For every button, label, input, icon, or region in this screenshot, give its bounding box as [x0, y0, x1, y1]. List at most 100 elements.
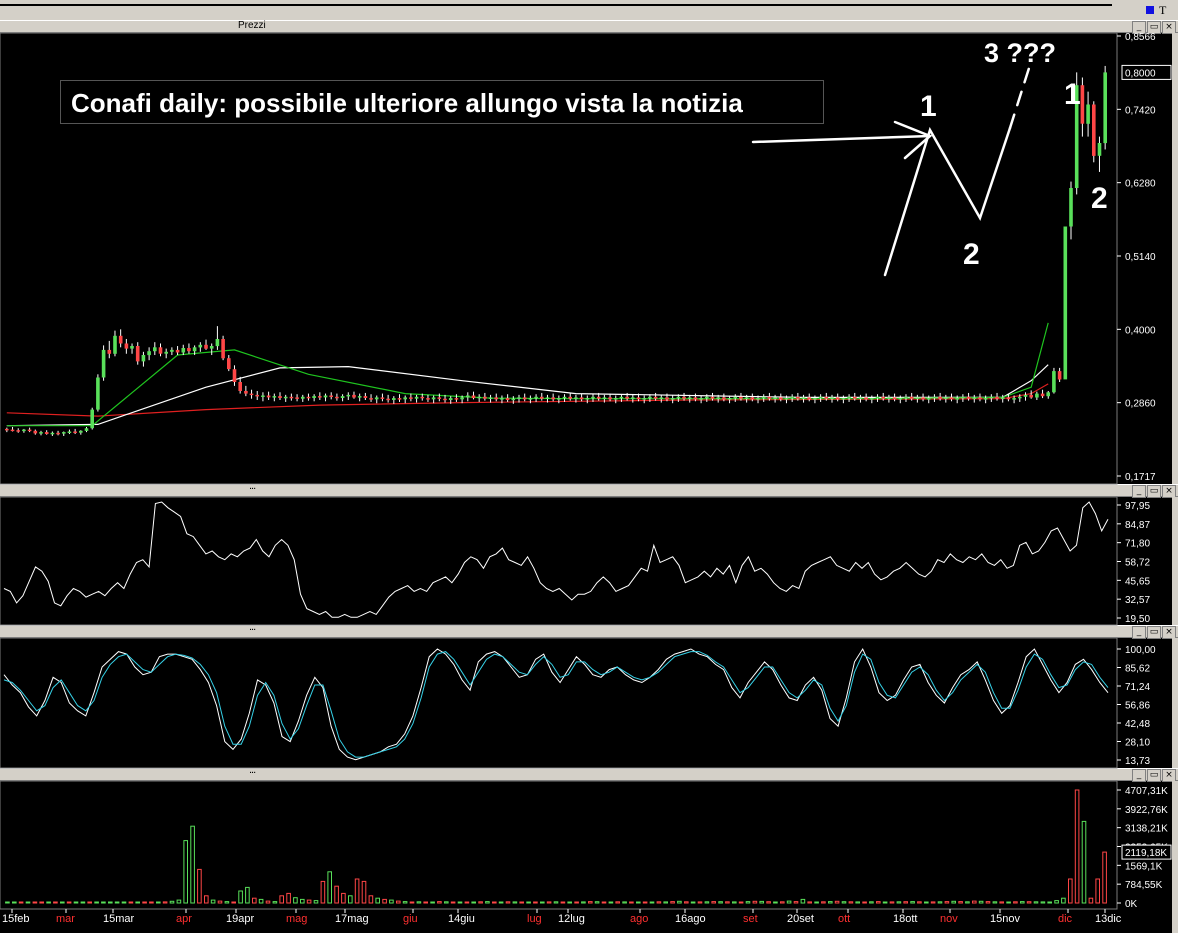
- volume-bar: [574, 901, 579, 904]
- candle-body: [352, 394, 356, 398]
- candle-body: [96, 377, 100, 410]
- restore-icon[interactable]: ▭: [1147, 626, 1161, 639]
- candle-body: [431, 397, 436, 400]
- y-tick-label: 0,4000: [1125, 325, 1156, 336]
- candle-body: [744, 397, 749, 399]
- volume-bar: [368, 895, 374, 904]
- close-icon[interactable]: ×: [1162, 21, 1176, 34]
- volume-bar: [94, 901, 99, 904]
- candle-body: [944, 397, 948, 399]
- volume-pane-scrollbar[interactable]: [1172, 781, 1178, 933]
- candle-body: [864, 397, 868, 400]
- volume-bar: [862, 901, 867, 904]
- volume-bar: [252, 897, 257, 904]
- x-axis-label: giu: [403, 913, 418, 925]
- candle-body: [5, 428, 9, 431]
- candle-body: [283, 396, 288, 399]
- volume-bar: [485, 901, 490, 904]
- candle-body: [1086, 104, 1090, 124]
- candle-body: [1012, 398, 1016, 400]
- stochastic-pane-scrollbar[interactable]: [1172, 638, 1178, 768]
- candle-body: [665, 397, 669, 400]
- volume-bar: [656, 901, 662, 904]
- volume-bar: [924, 901, 929, 904]
- moving-average-fast: [6, 322, 1049, 427]
- pane-drag-handle[interactable]: ...: [249, 621, 256, 633]
- candle-body: [522, 397, 527, 400]
- candle-body: [750, 397, 755, 400]
- volume-bar: [725, 901, 730, 904]
- pane-drag-handle[interactable]: ...: [249, 764, 256, 776]
- volume-bar: [834, 900, 840, 904]
- volume-bar: [1013, 901, 1018, 904]
- volume-bar: [224, 901, 230, 904]
- stochastic-d-line: [3, 651, 1109, 758]
- x-axis-label: ago: [630, 913, 648, 925]
- candle-body: [329, 395, 333, 397]
- candle-body: [909, 396, 914, 399]
- candle-body: [306, 396, 311, 399]
- volume-bar: [25, 901, 31, 904]
- candle-body: [534, 396, 538, 399]
- y-tick-label: 58,72: [1125, 558, 1150, 569]
- candle-body: [875, 396, 880, 399]
- minimize-icon[interactable]: _: [1132, 626, 1146, 639]
- candle-body: [124, 343, 129, 349]
- candle-body: [369, 398, 373, 400]
- pane-drag-handle[interactable]: ...: [249, 480, 256, 492]
- volume-bar: [265, 900, 271, 904]
- candle-body: [289, 396, 294, 399]
- candle-body: [847, 396, 851, 399]
- close-icon[interactable]: ×: [1162, 626, 1176, 639]
- restore-icon[interactable]: ▭: [1147, 769, 1161, 782]
- candle-body: [1000, 397, 1005, 399]
- candle-body: [409, 397, 413, 399]
- volume-bar: [588, 901, 593, 904]
- candle-body: [147, 351, 151, 356]
- oscillator-pane-scrollbar[interactable]: [1172, 497, 1178, 625]
- candle-body: [448, 398, 453, 400]
- close-icon[interactable]: ×: [1162, 769, 1176, 782]
- volume-bar: [985, 901, 991, 904]
- restore-icon[interactable]: ▭: [1147, 485, 1161, 498]
- minimize-icon[interactable]: _: [1132, 769, 1146, 782]
- candle-body: [255, 394, 259, 397]
- volume-bar: [615, 901, 621, 904]
- volume-bar: [361, 880, 367, 904]
- candle-body: [898, 398, 903, 400]
- candle-body: [301, 396, 305, 399]
- volume-bar: [135, 901, 140, 904]
- y-tick-label: 4707,31K: [1125, 786, 1168, 797]
- volume-bar: [951, 900, 957, 904]
- candle-body: [295, 397, 299, 399]
- candle-body: [1069, 188, 1073, 227]
- annotation-title-box: Conafi daily: possibile ulteriore allung…: [60, 80, 824, 124]
- candle-body: [551, 397, 555, 400]
- volume-bar: [1020, 901, 1025, 904]
- volume-bar: [1074, 789, 1080, 904]
- volume-bar: [279, 895, 284, 904]
- volume-bar: [142, 901, 147, 904]
- volume-bar: [540, 901, 545, 904]
- volume-bar: [396, 900, 401, 904]
- y-tick-label: 85,62: [1125, 664, 1150, 675]
- minimize-icon[interactable]: _: [1132, 21, 1146, 34]
- candle-body: [1057, 371, 1062, 380]
- volume-bar: [53, 901, 58, 904]
- candle-body: [323, 395, 328, 398]
- candle-body: [62, 432, 66, 434]
- minimize-icon[interactable]: _: [1132, 485, 1146, 498]
- candle-body: [198, 344, 203, 348]
- price-pane-scrollbar[interactable]: [1172, 33, 1178, 484]
- volume-bar: [73, 901, 79, 904]
- candle-body: [340, 396, 345, 398]
- close-icon[interactable]: ×: [1162, 485, 1176, 498]
- candle-body: [164, 351, 168, 354]
- candle-body: [141, 355, 146, 362]
- volume-bar: [437, 901, 442, 904]
- restore-icon[interactable]: ▭: [1147, 21, 1161, 34]
- last-value-label: 2119,18K: [1125, 848, 1167, 859]
- candle-body: [187, 348, 191, 352]
- candle-body: [181, 348, 186, 353]
